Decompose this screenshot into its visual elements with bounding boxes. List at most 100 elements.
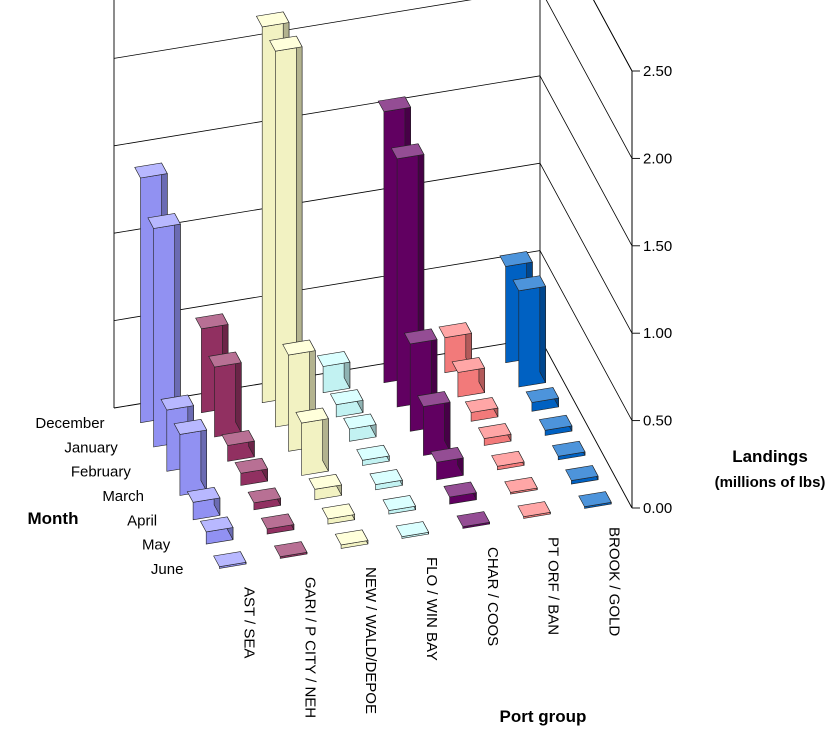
- z-tick-label: 0.00: [643, 500, 672, 517]
- bar-top-face: [477, 423, 512, 439]
- gridline: [113, 0, 633, 159]
- bar-top-face: [438, 322, 473, 339]
- bar-top-face: [343, 413, 377, 430]
- bar-top-face: [417, 391, 451, 407]
- bar-top-face: [512, 275, 547, 292]
- bar-side-face: [539, 275, 546, 383]
- z-tick-label: 2.50: [643, 63, 672, 80]
- bar: [343, 413, 377, 442]
- bar: [199, 516, 234, 545]
- bar-top-face: [213, 551, 247, 568]
- bar-top-face: [134, 162, 168, 179]
- bar-top-face: [430, 446, 464, 463]
- x-tick-label: AST / SEA: [240, 587, 257, 658]
- x-tick-label: BROOK / GOLD: [606, 527, 623, 636]
- bar-top-face: [377, 96, 412, 113]
- bar: [551, 440, 586, 461]
- month-tick-label: December: [35, 415, 104, 432]
- bar: [477, 423, 512, 446]
- bar-top-face: [316, 351, 351, 367]
- bar: [417, 391, 451, 456]
- bar-top-face: [234, 457, 269, 474]
- bar: [260, 513, 295, 535]
- bar-top-face: [451, 357, 486, 373]
- x-tick-label: NEW / WALD/DEPOE: [362, 567, 379, 714]
- bar: [369, 469, 403, 491]
- bar-top-face: [329, 389, 364, 406]
- bar: [456, 511, 491, 529]
- x-tick-label: GARI / P CITY / NEH: [301, 577, 318, 718]
- x-axis-tick-labels: AST / SEA GARI / P CITY / NEH NEW / WALD/D…: [240, 527, 622, 718]
- bar-top-face: [551, 440, 586, 457]
- bar-top-face: [369, 469, 403, 485]
- bar: [321, 503, 356, 525]
- bar-top-face: [160, 394, 195, 411]
- bar: [395, 521, 430, 539]
- bar-top-face: [356, 444, 390, 461]
- bar-top-face: [443, 481, 477, 498]
- chart-bars: [134, 11, 612, 569]
- bar-top-face: [308, 473, 343, 490]
- gridline: [113, 162, 633, 334]
- gridline: [113, 75, 633, 246]
- bar: [430, 446, 464, 481]
- month-tick-label: May: [142, 537, 171, 554]
- bar-top-face: [464, 397, 499, 413]
- bar-top-face: [295, 407, 329, 424]
- chart-gridlines: [113, 0, 633, 421]
- z-tick-label: 2.00: [643, 150, 672, 167]
- bar: [538, 414, 573, 436]
- bar: [213, 551, 247, 569]
- bar-top-face: [504, 476, 538, 493]
- bar: [269, 35, 303, 428]
- bar-top-face: [173, 418, 208, 435]
- x-axis-title: Port group: [500, 707, 587, 726]
- bar: [517, 501, 551, 519]
- bar-top-face: [395, 521, 430, 538]
- bar-top-face: [491, 450, 525, 467]
- bar-top-face: [321, 503, 356, 520]
- bar: [382, 495, 417, 515]
- bar-top-face: [382, 495, 417, 511]
- bar: [273, 541, 308, 559]
- gridline: [113, 250, 633, 421]
- bar: [565, 465, 599, 485]
- bar-top-face: [208, 351, 242, 368]
- z-tick-label: 0.50: [643, 413, 672, 430]
- z-axis-ticks: 0.00 0.50 1.00 1.50 2.00 2.50: [631, 63, 672, 517]
- bar: [147, 213, 181, 448]
- back-wall-left: [113, 0, 541, 408]
- bar-top-face: [273, 541, 308, 558]
- bar-top-face: [282, 339, 316, 356]
- bar: [443, 481, 477, 505]
- bar-top-face: [499, 251, 533, 267]
- bar: [247, 487, 282, 511]
- bar-top-face: [195, 313, 229, 330]
- z-tick-label: 1.50: [643, 238, 672, 255]
- bar: [316, 351, 351, 394]
- bar: [512, 275, 547, 388]
- month-tick-label: February: [71, 464, 132, 481]
- bar: [308, 473, 343, 501]
- bar: [173, 418, 208, 496]
- bar-top-face: [403, 328, 438, 345]
- month-tick-label: April: [127, 512, 157, 529]
- bar-top-face: [525, 387, 560, 403]
- bar-top-face: [269, 35, 303, 52]
- bar-top-face: [260, 513, 295, 530]
- z-axis-title: Landings: [732, 447, 808, 466]
- bar-top-face: [390, 143, 425, 160]
- bar: [186, 486, 221, 521]
- bar-side-face: [235, 351, 242, 433]
- month-tick-label: March: [102, 488, 144, 505]
- bar: [451, 357, 486, 398]
- bar: [334, 529, 369, 549]
- bar-top-face: [456, 511, 491, 528]
- bar-top-face: [578, 491, 612, 508]
- bar-top-face: [255, 11, 290, 28]
- bar: [525, 387, 560, 412]
- bar-top-face: [334, 529, 369, 546]
- x-tick-label: PT ORF / BAN: [545, 537, 562, 635]
- z-axis-subtitle: (millions of lbs): [715, 474, 826, 491]
- bar: [329, 389, 364, 418]
